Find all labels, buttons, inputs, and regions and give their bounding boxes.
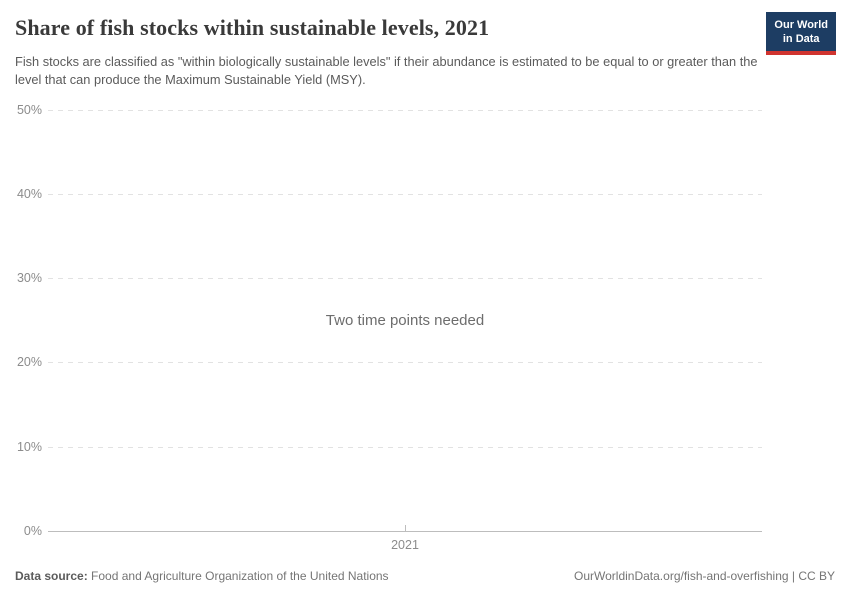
- x-axis-tick: [405, 525, 406, 531]
- data-source-label: Data source:: [15, 569, 88, 583]
- y-tick-label-10: 10%: [16, 440, 42, 454]
- gridline-20: [48, 362, 762, 363]
- y-tick-label-30: 30%: [16, 271, 42, 285]
- x-tick-label-2021: 2021: [391, 538, 419, 552]
- y-tick-label-0: 0%: [23, 524, 42, 538]
- x-axis-line: [48, 531, 762, 532]
- empty-state-message: Two time points needed: [325, 312, 485, 329]
- y-tick-label-20: 20%: [16, 355, 42, 369]
- data-source: Data source: Food and Agriculture Organi…: [15, 569, 389, 583]
- chart-subtitle: Fish stocks are classified as "within bi…: [15, 53, 760, 88]
- chart-subtitle-line2: to or greater than the level that can pr…: [15, 54, 758, 87]
- owid-logo-line1: Our World: [774, 19, 828, 31]
- owid-logo-line2: in Data: [782, 33, 820, 46]
- y-tick-label-50: 50%: [16, 103, 42, 117]
- gridline-50: [48, 110, 762, 111]
- owid-logo[interactable]: Our World in Data: [766, 12, 836, 55]
- gridline-40: [48, 194, 762, 195]
- y-tick-label-40: 40%: [16, 187, 42, 201]
- chart-title: Share of fish stocks within sustainable …: [15, 15, 490, 40]
- chart-footer: Data source: Food and Agriculture Organi…: [15, 569, 835, 583]
- footer-url-link[interactable]: OurWorldinData.org/fish-and-overfishing …: [574, 569, 835, 583]
- gridline-10: [48, 447, 762, 448]
- gridline-30: [48, 278, 762, 279]
- data-source-value: Food and Agriculture Organization of the…: [91, 569, 389, 583]
- chart-subtitle-line1: Fish stocks are classified as "within bi…: [15, 54, 635, 69]
